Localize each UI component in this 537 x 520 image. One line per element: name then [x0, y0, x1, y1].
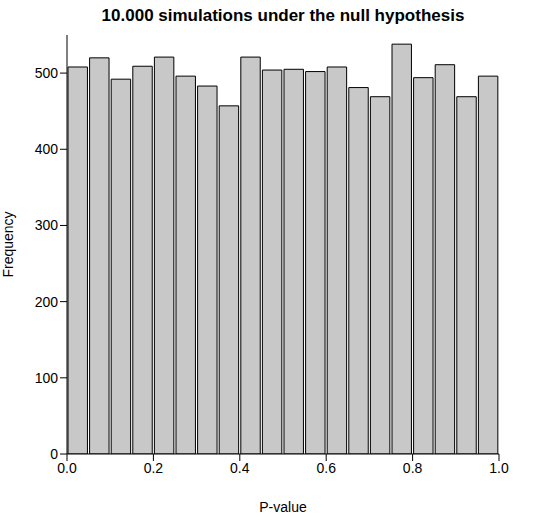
svg-text:300: 300	[35, 217, 59, 233]
svg-text:0.0: 0.0	[57, 460, 77, 476]
svg-text:0: 0	[50, 446, 58, 462]
svg-text:P-value: P-value	[259, 499, 307, 515]
svg-text:Frequency: Frequency	[8, 211, 16, 277]
svg-text:200: 200	[35, 294, 59, 310]
html-text:10.000 simulations under the n: 10.000 simulations under the null hypoth…	[101, 6, 465, 25]
svg-text:0.6: 0.6	[316, 460, 336, 476]
svg-text:0.4: 0.4	[230, 460, 250, 476]
svg-text:100: 100	[35, 370, 59, 386]
svg-text:0.8: 0.8	[403, 460, 423, 476]
svg-text:1.0: 1.0	[489, 460, 509, 476]
svg-text:500: 500	[35, 65, 59, 81]
svg-text:400: 400	[35, 141, 59, 157]
svg-text:0.2: 0.2	[144, 460, 164, 476]
